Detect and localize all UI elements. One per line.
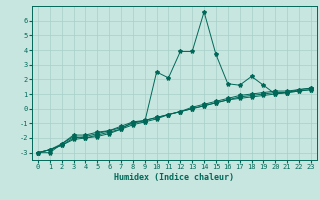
X-axis label: Humidex (Indice chaleur): Humidex (Indice chaleur) xyxy=(115,173,234,182)
